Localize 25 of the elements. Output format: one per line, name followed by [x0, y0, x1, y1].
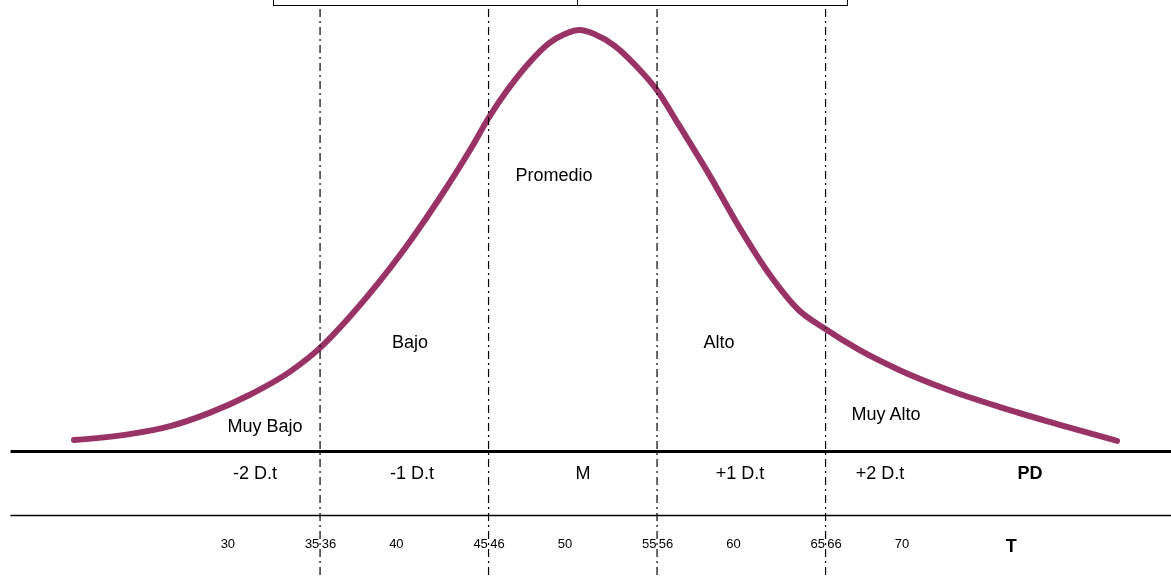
x-tick-label: 56: [658, 535, 674, 551]
annotation: Bajo: [391, 332, 429, 352]
annotation: Muy Alto: [851, 404, 921, 424]
x-tick-label: 50: [557, 535, 573, 551]
text: +2 D.t: [855, 463, 905, 483]
annotation: Muy Bajo: [227, 416, 303, 436]
annotation: Promedio: [515, 165, 593, 185]
text: PD: [1017, 463, 1043, 483]
x-tick-label: 65: [810, 535, 825, 551]
text: +1 D.t: [715, 463, 765, 483]
x-tick-label: 45: [473, 535, 488, 551]
text: -2 D.t: [232, 463, 278, 483]
text: -1 D.t: [389, 463, 435, 483]
x-tick-label: 70: [894, 535, 910, 551]
x-tick-label: 35: [304, 535, 320, 551]
x-tick-label: 40: [389, 535, 404, 551]
x-axis-title: T: [1005, 535, 1017, 556]
x-tick-label: 46: [490, 535, 505, 551]
x-tick-label: 55: [641, 535, 657, 551]
x-tick-label: 66: [827, 535, 842, 551]
text: M: [575, 463, 591, 483]
x-tick-label: 36: [321, 535, 337, 551]
x-tick-label: 30: [220, 535, 236, 551]
x-tick-label: 60: [726, 535, 741, 551]
annotation: Alto: [703, 332, 735, 352]
